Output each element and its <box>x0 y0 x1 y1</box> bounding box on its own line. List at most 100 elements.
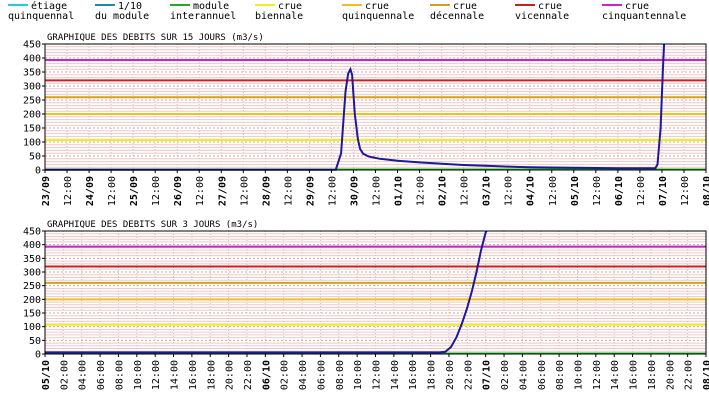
x-tick-label: 20:00 <box>225 360 236 390</box>
x-tick-label: 14:00 <box>390 360 401 390</box>
legend-swatch <box>342 4 362 6</box>
x-tick-label: 02:00 <box>500 360 511 390</box>
legend-item: crue vicennale <box>515 2 569 22</box>
legend-item: étiage quinquennal <box>8 2 74 22</box>
x-tick-label: 12:00 <box>680 176 691 206</box>
y-tick-label: 0 <box>35 166 41 177</box>
y-tick-label: 50 <box>29 152 41 163</box>
x-tick-label: 12:00 <box>504 176 515 206</box>
x-tick-label: 10:00 <box>133 360 144 390</box>
chart-15-days: GRAPHIQUE DES DEBITS SUR 15 JOURS (m3/s)… <box>23 33 709 206</box>
x-tick-label: 08/10 <box>702 176 709 206</box>
legend-label-line2: biennale <box>255 11 304 22</box>
x-tick-label: 14:00 <box>610 360 621 390</box>
legend-label-line1: crue <box>453 1 478 12</box>
x-tick-label: 12:00 <box>151 360 162 390</box>
x-tick-label: 27/09 <box>217 176 228 206</box>
x-tick-label: 12:00 <box>460 176 471 206</box>
x-tick-label: 12:00 <box>548 176 559 206</box>
chart-title: GRAPHIQUE DES DEBITS SUR 15 JOURS (m3/s) <box>47 33 264 43</box>
x-tick-label: 04:00 <box>78 360 89 390</box>
x-tick-label: 20:00 <box>665 360 676 390</box>
x-tick-label: 10:00 <box>353 360 364 390</box>
y-tick-label: 100 <box>23 138 41 149</box>
x-tick-label: 18:00 <box>427 360 438 390</box>
x-tick-label: 02/10 <box>438 176 449 206</box>
legend-swatch <box>170 4 190 6</box>
x-tick-label: 23/09 <box>41 176 52 206</box>
x-tick-label: 16:00 <box>629 360 640 390</box>
x-tick-label: 18:00 <box>647 360 658 390</box>
x-tick-label: 08/10 <box>702 360 709 390</box>
x-tick-label: 22:00 <box>243 360 254 390</box>
x-tick-label: 08:00 <box>555 360 566 390</box>
y-tick-label: 250 <box>23 281 41 292</box>
x-tick-label: 29/09 <box>305 176 316 206</box>
legend-label-line1: crue <box>538 1 563 12</box>
x-tick-label: 12:00 <box>416 176 427 206</box>
x-tick-label: 28/09 <box>261 176 272 206</box>
x-tick-label: 06/10 <box>261 360 272 390</box>
x-tick-label: 26/09 <box>173 176 184 206</box>
y-tick-label: 450 <box>23 227 41 238</box>
series-line <box>45 230 488 354</box>
y-tick-label: 150 <box>23 309 41 320</box>
x-tick-label: 10:00 <box>573 360 584 390</box>
x-tick-label: 01/10 <box>394 176 405 206</box>
legend-item: crue cinquantennale <box>602 2 686 22</box>
x-tick-label: 12:00 <box>592 360 603 390</box>
legend-label-line2: quinquennale <box>342 11 415 22</box>
x-tick-label: 12:00 <box>195 176 206 206</box>
x-tick-label: 02:00 <box>59 360 70 390</box>
y-tick-label: 200 <box>23 295 41 306</box>
y-tick-label: 200 <box>23 110 41 121</box>
x-tick-label: 06:00 <box>537 360 548 390</box>
legend-label-line1: module <box>193 1 230 12</box>
legend-label-line1: crue <box>625 1 650 12</box>
x-tick-label: 03/10 <box>482 176 493 206</box>
series-line <box>45 43 666 171</box>
legend-label-line1: étiage <box>31 1 68 12</box>
legend-swatch <box>430 4 450 6</box>
x-tick-label: 12:00 <box>372 176 383 206</box>
legend-label-line2: du module <box>95 11 150 22</box>
legend-label-line1: crue <box>365 1 390 12</box>
x-tick-label: 18:00 <box>206 360 217 390</box>
legend-item: crue quinquennale <box>342 2 414 22</box>
x-tick-label: 05/10 <box>570 176 581 206</box>
chart-title: GRAPHIQUE DES DEBITS SUR 3 JOURS (m3/s) <box>47 220 258 230</box>
legend-item: module interannuel <box>170 2 236 22</box>
legend-item: crue biennale <box>255 2 303 22</box>
x-tick-label: 02:00 <box>280 360 291 390</box>
x-tick-label: 04/10 <box>526 176 537 206</box>
x-tick-label: 12:00 <box>372 360 383 390</box>
y-tick-label: 0 <box>35 350 41 361</box>
x-tick-label: 06:00 <box>96 360 107 390</box>
x-tick-label: 22:00 <box>463 360 474 390</box>
legend-swatch <box>95 4 115 6</box>
y-tick-label: 400 <box>23 54 41 65</box>
legend-swatch <box>8 4 28 6</box>
legend-swatch <box>602 4 622 6</box>
x-tick-label: 20:00 <box>445 360 456 390</box>
y-tick-label: 250 <box>23 96 41 107</box>
x-tick-label: 04:00 <box>518 360 529 390</box>
legend-label-line2: quinquennal <box>8 11 75 22</box>
legend-label-line1: 1/10 <box>118 1 143 12</box>
x-tick-label: 12:00 <box>151 176 162 206</box>
x-tick-label: 12:00 <box>283 176 294 206</box>
x-tick-label: 07/10 <box>482 360 493 390</box>
y-tick-label: 350 <box>23 68 41 79</box>
x-tick-label: 16:00 <box>188 360 199 390</box>
x-tick-label: 12:00 <box>327 176 338 206</box>
x-tick-label: 25/09 <box>129 176 140 206</box>
x-tick-label: 08:00 <box>335 360 346 390</box>
x-tick-label: 22:00 <box>684 360 695 390</box>
x-tick-label: 30/09 <box>349 176 360 206</box>
y-tick-label: 300 <box>23 82 41 93</box>
legend-swatch <box>515 4 535 6</box>
y-tick-label: 300 <box>23 268 41 279</box>
legend: étiage quinquennal 1/10 du module module inte… <box>0 0 709 26</box>
x-tick-label: 14:00 <box>170 360 181 390</box>
legend-label-line1: crue <box>278 1 303 12</box>
